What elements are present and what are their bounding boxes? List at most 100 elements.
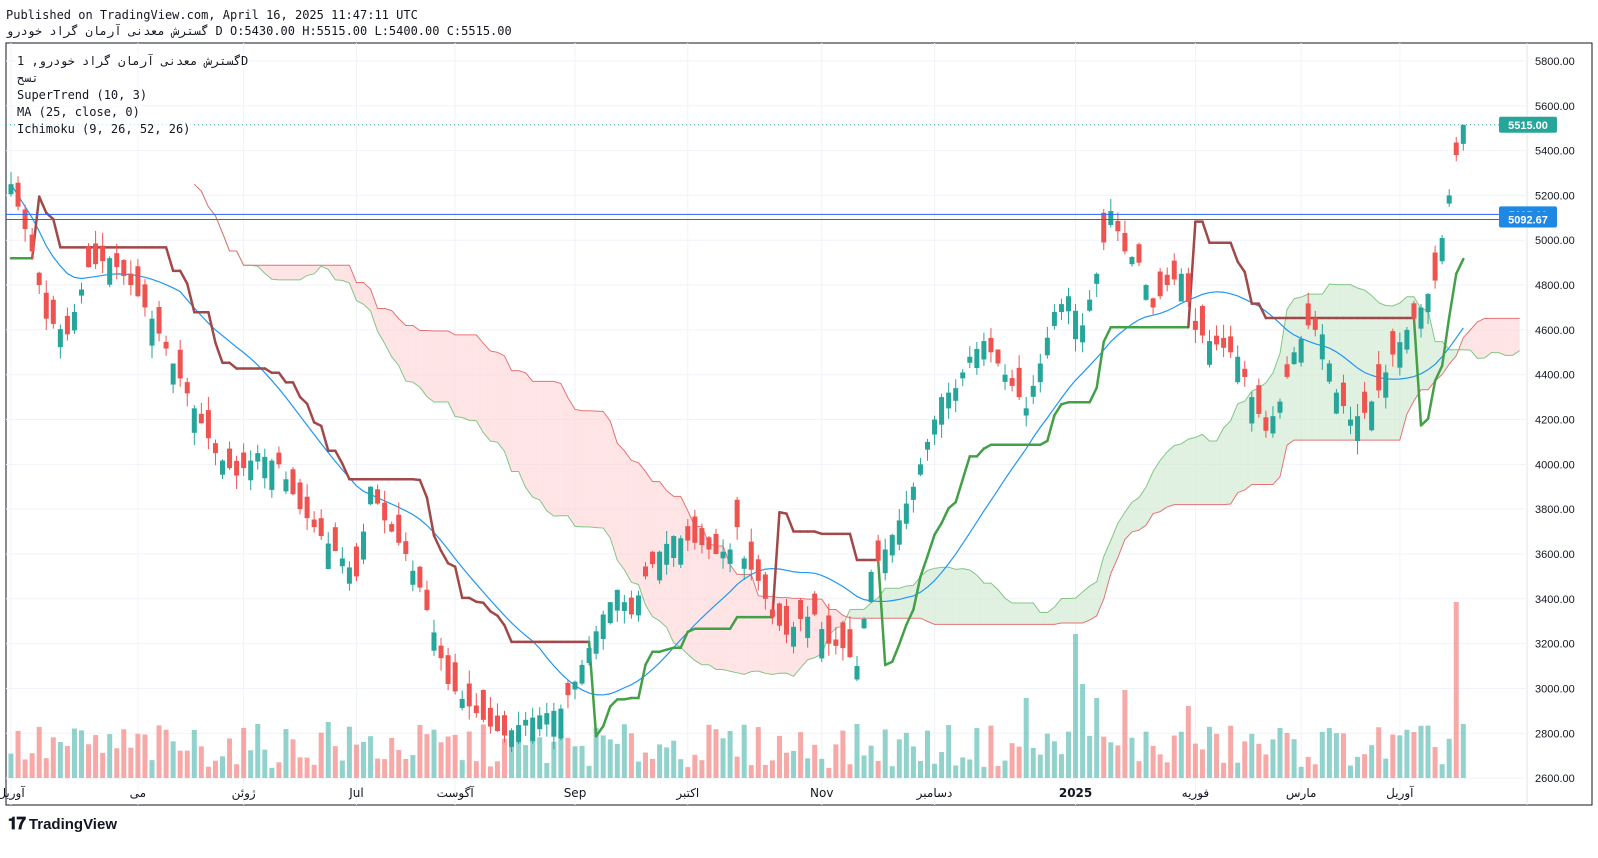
supertrend-segment [186,282,196,314]
volume-bar [57,742,63,778]
candle-body [565,682,571,696]
volume-bar [1136,761,1142,778]
cloud-segment [737,574,745,675]
candle-body [819,629,825,659]
cloud-segment [384,308,392,357]
volume-bar [234,764,240,778]
volume-bar [988,725,994,778]
candle-body [1326,363,1332,382]
volume-bar [960,757,966,778]
candle-body [1305,303,1311,326]
cloud-segment [1124,502,1132,540]
supertrend-segment [679,630,690,649]
candle-body [953,388,959,401]
volume-bar [516,730,522,778]
candle-body [1136,244,1142,263]
cloud-segment [349,265,357,301]
volume-bar [1002,760,1008,778]
cloud-segment [455,334,463,418]
cloud-segment [1061,598,1069,623]
cloud-segment [1392,303,1400,441]
candle-body [671,536,677,558]
cloud-segment [1294,297,1302,441]
candle-body [205,410,211,439]
candle-body [1284,364,1290,377]
legend-supertrend[interactable]: SuperTrend (10, 3) [15,88,150,102]
cloud-segment [1491,318,1499,353]
volume-bar [509,733,515,778]
time-axis[interactable]: آوریل می ژوئن Jul آگوست Sep اکتبر Nov دسامبر 2025… [0,785,1414,801]
volume-bar [1390,734,1396,778]
cloud-segment [1237,401,1245,493]
supertrend-segment [1088,386,1098,404]
cloud-segment [631,460,639,585]
horizontal-lines[interactable]: 5515.005115.115092.67 [6,116,1557,228]
volume-bar [819,758,825,778]
supertrend-segment [418,478,429,499]
cloud-segment [476,334,484,433]
volume-bar [431,729,437,778]
candle-body [142,284,148,308]
volume-bar [621,724,627,778]
volume-bar [1249,733,1255,778]
volume-bar [107,734,113,778]
volume-bar [805,758,811,778]
price-tick-label: 2800.00 [1535,728,1575,740]
candle-body [1355,416,1361,442]
candle-body [544,713,550,725]
volume-bar [1185,706,1191,778]
candle-body [664,543,670,565]
candle-body [1432,252,1438,281]
candle-body [1214,335,1220,345]
candle-body [114,253,120,268]
candle-body [1009,378,1015,386]
supertrend-segment [439,549,450,565]
volume-bar [1080,684,1086,778]
volume-bar [311,764,317,778]
candle-body [946,392,952,409]
volume-bar [565,737,571,778]
candle-body [925,441,930,450]
legend-exchange: تسح [15,71,41,85]
volume-bar [1129,737,1135,778]
cloud-segment [1117,512,1125,558]
supertrend-segment [164,246,175,273]
price-tick-label: 5200.00 [1535,190,1575,202]
supertrend-segment [178,269,189,286]
volume-bar [995,766,1001,778]
candle-body [396,514,402,543]
supertrend-segment [912,575,922,611]
supertrend-segment [52,217,62,249]
supertrend-segment [954,478,964,504]
volume-bar [1016,746,1022,778]
volume-bar [212,760,218,778]
cloud-segment [462,334,470,421]
legend-symbol[interactable]: گسترش معدنی آرمان گراد خودرو, 1D [15,54,251,68]
candle-body [163,341,169,349]
volume-bar [403,759,409,778]
legend-ichimoku[interactable]: Ichimoku (9, 26, 52, 26) [15,122,193,136]
tradingview-logo[interactable]: 𝟏𝟕 TradingView [8,814,117,834]
volume-bar [692,754,698,778]
price-axis[interactable]: 2600.00 2800.00 3000.00 3200.00 3400.00 3600.… [1535,56,1575,785]
volume-bar [544,763,550,778]
supertrend-segment [446,562,457,568]
cloud-segment [1512,318,1520,356]
ichimoku-cloud [193,183,1520,677]
volume-bar [586,765,592,778]
cloud-segment [518,370,526,488]
legend-ma[interactable]: MA (25, close, 0) [15,105,142,119]
volume-bar [1178,731,1184,778]
volume-bar [1044,733,1050,778]
volume-bar [135,733,141,778]
cloud-segment [370,289,378,332]
time-tick-label: 2025 [1059,786,1092,800]
volume-bar [29,753,35,778]
volume-bar [86,744,92,778]
candle-body [1157,271,1163,297]
supertrend-segment [312,421,323,428]
candle-body [1207,341,1212,365]
supertrend-segment [425,496,436,537]
volume-bar [551,741,557,778]
